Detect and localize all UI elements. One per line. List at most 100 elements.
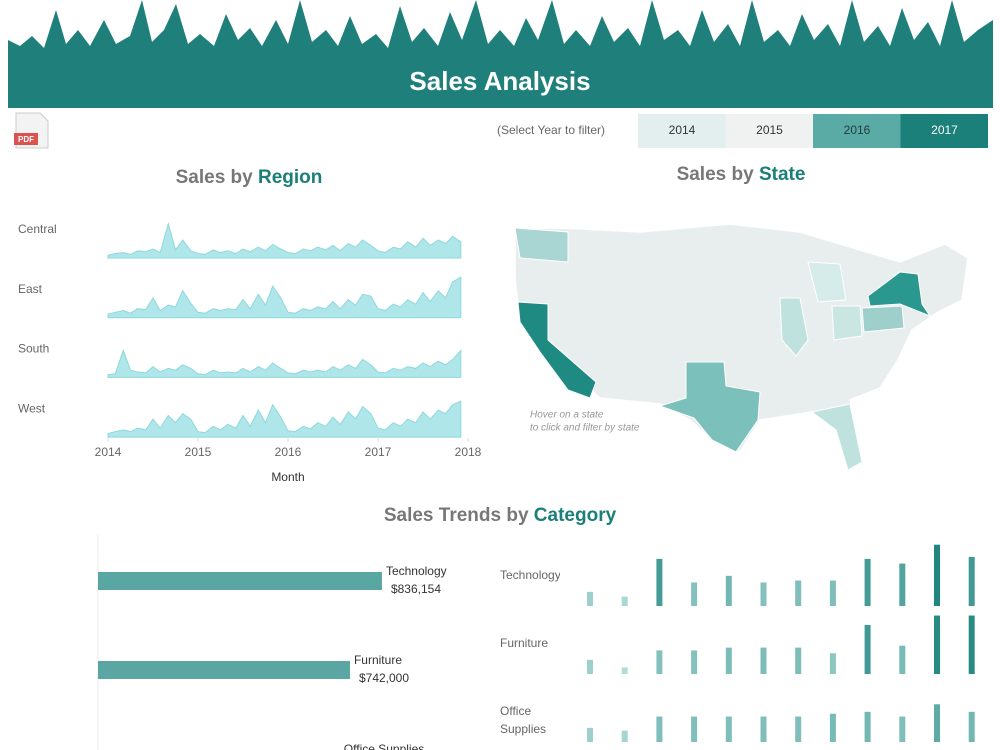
chart-title: Sales by State (677, 164, 806, 185)
chart-title-part: State (759, 164, 805, 185)
x-tick-label: 2015 (185, 445, 212, 459)
chart-title: Sales Trends by Category (384, 505, 617, 526)
year-button[interactable]: 2016 (813, 114, 901, 148)
month-bar (864, 558, 871, 606)
month-bar (725, 647, 732, 674)
month-bar (795, 716, 802, 742)
month-bar (864, 711, 871, 742)
banner-decoration (8, 0, 993, 52)
month-bar (934, 544, 940, 606)
month-bar (656, 716, 663, 742)
region-area (107, 400, 462, 438)
row-label: Technology (500, 568, 560, 582)
month-bar (968, 556, 975, 606)
region-label: West (18, 401, 46, 415)
category-label: Office Supplies (344, 742, 425, 750)
month-bar (899, 716, 906, 742)
filter-label: (Select Year to filter) (497, 123, 605, 137)
month-bar (587, 591, 593, 606)
month-bar (621, 730, 628, 742)
month-bar (968, 711, 975, 742)
month-bar (934, 704, 940, 742)
map-hint: to click and filter by state (530, 423, 640, 434)
x-tick-label: 2016 (275, 445, 302, 459)
row-label-box: Furniture (500, 636, 549, 650)
chart-title-part: Sales by (176, 167, 258, 188)
month-bar (829, 580, 836, 606)
month-bar (968, 615, 975, 674)
year-button-label: 2015 (756, 123, 783, 137)
month-bar (691, 650, 698, 674)
state-il (779, 297, 809, 357)
row-label: Furniture (500, 636, 549, 650)
region-area (107, 276, 462, 319)
month-bar (587, 659, 593, 674)
state-pa (861, 305, 905, 333)
month-bar (795, 580, 802, 606)
chart-title: Sales by Region (176, 167, 323, 188)
x-tick-label: 2014 (95, 445, 122, 459)
state-fl (810, 403, 863, 471)
category-label: Technology (386, 564, 447, 578)
x-axis-label: Month (271, 470, 304, 484)
year-button-bg (725, 114, 813, 148)
month-bar (691, 582, 698, 606)
year-button-label: 2017 (931, 123, 958, 137)
month-bar (760, 716, 767, 742)
us-map (514, 223, 969, 472)
state-oh (831, 305, 863, 341)
year-button[interactable]: 2017 (900, 114, 989, 148)
year-button-label: 2014 (669, 123, 696, 137)
year-button-label: 2016 (844, 123, 871, 137)
month-bar (656, 650, 663, 674)
month-bar (829, 713, 836, 742)
state-ca (517, 301, 597, 399)
year-button[interactable]: 2015 (725, 114, 814, 148)
chart-title-part: Category (534, 505, 617, 526)
month-bar (829, 653, 836, 674)
month-bar (725, 575, 732, 606)
category-bar (98, 572, 382, 590)
month-bar (899, 563, 906, 606)
map-hint: Hover on a state (530, 410, 604, 421)
month-bar (760, 647, 767, 674)
year-button-bg (813, 114, 901, 148)
chart-title-part: Sales Trends by (384, 505, 534, 526)
year-button-bg (900, 114, 988, 148)
month-bar (934, 615, 940, 674)
pdf-text: PDF (18, 135, 34, 144)
region-area (107, 348, 462, 378)
month-bar (725, 716, 732, 742)
month-bar (760, 582, 767, 606)
month-bar (795, 647, 802, 674)
state-wa (514, 227, 569, 263)
state-ny (867, 271, 932, 318)
category-label: Furniture (354, 653, 402, 667)
month-bar (864, 624, 871, 674)
month-bar (621, 596, 628, 606)
month-bar (691, 716, 698, 742)
chart-title-part: Sales by (677, 164, 759, 185)
month-bar (899, 645, 906, 674)
month-bar (621, 667, 628, 674)
state-tx (658, 361, 761, 453)
chart-title-part: Region (258, 167, 322, 188)
row-label: Office Supplies (500, 704, 547, 736)
category-bar (98, 661, 350, 679)
state-mi (807, 261, 847, 303)
pdf-badge (14, 133, 38, 145)
row-label-box: Office Supplies (500, 704, 547, 736)
pdf-button[interactable]: PDF (14, 112, 49, 149)
region-label: Central (18, 222, 57, 236)
banner (8, 50, 993, 108)
year-button-bg (638, 114, 726, 148)
region-label: East (18, 282, 43, 296)
value-label: $742,000 (359, 671, 409, 685)
month-bar (587, 727, 593, 742)
value-label: $836,154 (391, 582, 441, 596)
region-area (107, 221, 462, 259)
region-label: South (18, 342, 49, 356)
month-bar (656, 558, 663, 606)
year-button[interactable]: 2014 (638, 114, 726, 148)
